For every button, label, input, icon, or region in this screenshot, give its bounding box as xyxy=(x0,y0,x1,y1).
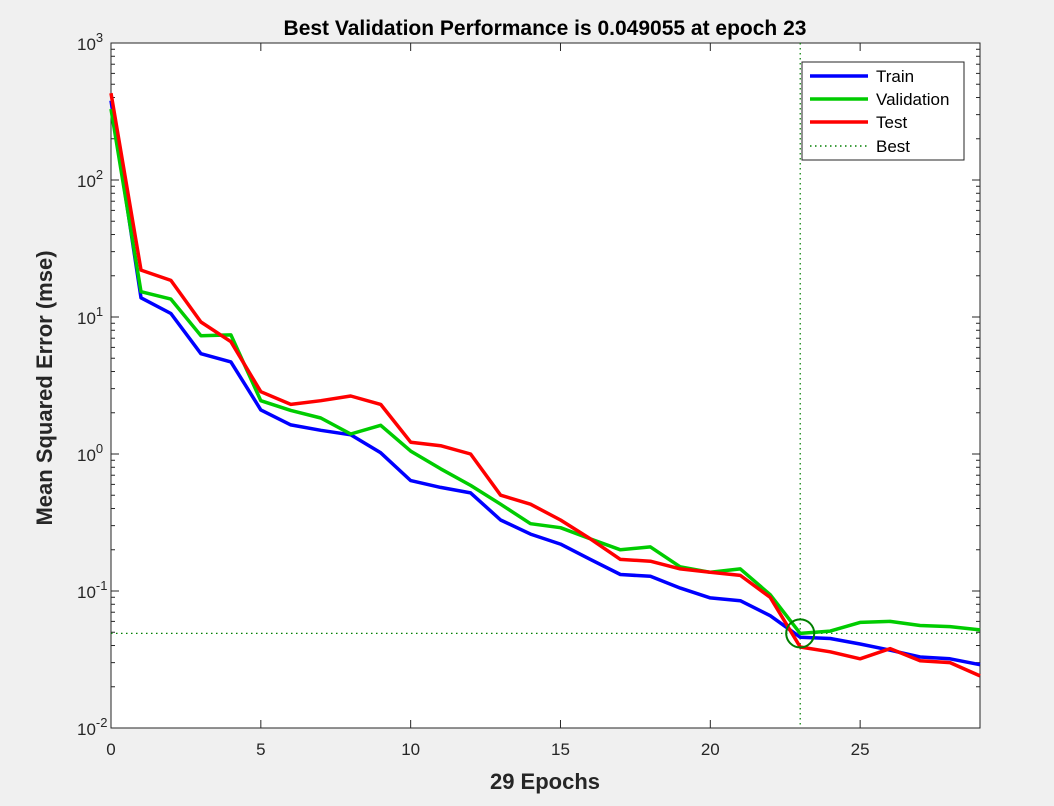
y-ticks: 10-2 10-1 100 101 102 103 xyxy=(77,30,980,739)
y-tick-label: 101 xyxy=(77,304,103,328)
legend-label-train: Train xyxy=(876,67,914,86)
axes-frame xyxy=(110,42,981,729)
legend-label-test: Test xyxy=(876,113,907,132)
y-tick-label: 10-1 xyxy=(77,578,107,602)
x-tick-label: 0 xyxy=(106,740,115,759)
series-line-validation xyxy=(109,108,981,636)
x-tick-label: 25 xyxy=(851,740,870,759)
best-markers xyxy=(111,43,980,728)
x-tick-label: 20 xyxy=(701,740,720,759)
x-axis-label: 29 Epochs xyxy=(490,769,600,794)
best-point-marker xyxy=(785,618,816,649)
axes-box xyxy=(110,42,981,729)
legend: Train Validation Test Best xyxy=(801,61,965,161)
y-tick-label: 102 xyxy=(77,167,103,191)
series-lines xyxy=(109,92,981,678)
x-tick-label: 10 xyxy=(401,740,420,759)
series-line-train xyxy=(109,100,981,667)
y-axis-label: Mean Squared Error (mse) xyxy=(32,250,57,525)
y-tick-label: 100 xyxy=(77,441,103,465)
legend-label-best: Best xyxy=(876,137,910,156)
y-tick-label: 103 xyxy=(77,30,103,54)
x-ticks: 0 5 10 15 20 25 xyxy=(106,43,870,759)
series-line-test xyxy=(109,92,981,678)
chart-title: Best Validation Performance is 0.049055 … xyxy=(284,17,807,40)
legend-box xyxy=(801,61,965,161)
x-tick-label: 5 xyxy=(256,740,265,759)
legend-label-validation: Validation xyxy=(876,90,949,109)
x-tick-label: 15 xyxy=(551,740,570,759)
y-tick-label: 10-2 xyxy=(77,715,107,739)
